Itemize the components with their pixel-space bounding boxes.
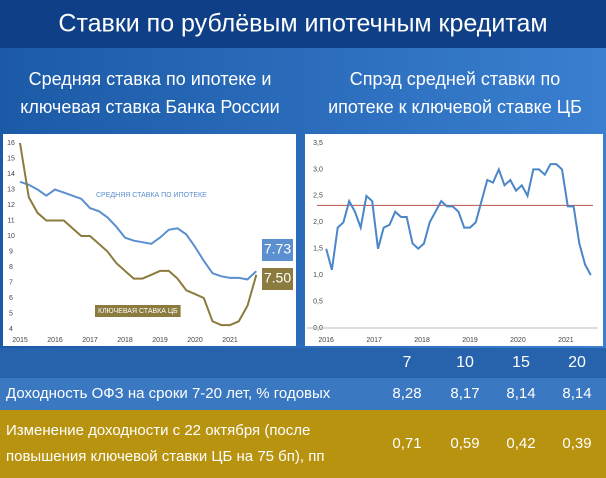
y-tick-label: 8	[9, 264, 13, 271]
page-title: Ставки по рублёвым ипотечным кредитам	[58, 10, 547, 38]
cell-value: 8,14	[562, 385, 591, 402]
y-tick-label: 14	[7, 171, 15, 178]
row-label: Изменение доходности с 22 октября (после	[6, 422, 310, 439]
series-label: КЛЮЧЕВАЯ СТАВКА ЦБ	[98, 308, 178, 315]
series-label-bg	[95, 305, 181, 317]
column-header: 20	[568, 354, 586, 371]
y-tick-label: 16	[7, 140, 15, 147]
panel-subtitle: Спрэд средней ставки по	[350, 69, 561, 89]
y-tick-label: 9	[9, 248, 13, 255]
x-tick-label: 2016	[47, 337, 63, 344]
title-band	[0, 0, 606, 48]
cell-value: 0,59	[450, 435, 479, 452]
cell-value: 0,42	[506, 435, 535, 452]
x-tick-label: 2017	[82, 337, 98, 344]
y-tick-label: 5	[9, 310, 13, 317]
y-tick-label: 6	[9, 295, 13, 302]
series-label: СРЕДНЯЯ СТАВКА ПО ИПОТЕКЕ	[96, 192, 207, 199]
value-badge-label: 7.73	[264, 241, 291, 257]
y-tick-label: 10	[7, 233, 15, 240]
value-badge	[262, 268, 293, 290]
y-tick-label: 15	[7, 155, 15, 162]
y-tick-label: 4	[9, 326, 13, 333]
column-header: 7	[403, 354, 412, 371]
x-tick-label: 2019	[462, 337, 478, 344]
table-row	[0, 410, 606, 478]
x-tick-label: 2020	[510, 337, 526, 344]
x-tick-label: 2015	[12, 337, 28, 344]
panel-subtitle: ипотеке к ключевой ставке ЦБ	[328, 97, 582, 117]
right-panel	[305, 134, 603, 346]
cell-value: 8,28	[392, 385, 421, 402]
table-header-row	[0, 348, 606, 378]
y-tick-label: 1,0	[313, 272, 323, 279]
x-tick-label: 2016	[318, 337, 334, 344]
x-tick-label: 2019	[152, 337, 168, 344]
y-tick-label: 3,5	[313, 140, 323, 147]
row-label: Доходность ОФЗ на сроки 7-20 лет, % годо…	[6, 385, 331, 402]
x-tick-label: 2021	[558, 337, 574, 344]
x-tick-label: 2021	[222, 337, 238, 344]
y-tick-label: 1,5	[313, 246, 323, 253]
row-label: повышения ключевой ставки ЦБ на 75 бп), …	[6, 448, 324, 465]
y-tick-label: 7	[9, 279, 13, 286]
cell-value: 0,39	[562, 435, 591, 452]
column-header: 15	[512, 354, 530, 371]
x-tick-label: 2020	[187, 337, 203, 344]
cell-value: 0,71	[392, 435, 421, 452]
y-tick-label: 11	[7, 217, 14, 224]
cell-value: 8,17	[450, 385, 479, 402]
table-row	[0, 378, 606, 410]
cell-value: 8,14	[506, 385, 535, 402]
series-line	[325, 163, 592, 276]
y-tick-label: 3,0	[313, 166, 323, 173]
panel-subtitle: Средняя ставка по ипотеке и	[29, 69, 272, 89]
x-tick-label: 2018	[414, 337, 430, 344]
value-badge-label: 7.50	[264, 270, 291, 286]
series-line	[19, 180, 257, 281]
x-tick-label: 2017	[366, 337, 382, 344]
x-tick-label: 2018	[117, 337, 133, 344]
column-header: 10	[456, 354, 474, 371]
panel-subtitle: ключевая ставка Банка России	[20, 97, 279, 117]
y-tick-label: 2,5	[313, 193, 323, 200]
series-line	[19, 142, 258, 327]
value-badge	[262, 239, 293, 261]
y-tick-label: 0,5	[313, 298, 323, 305]
y-tick-label: 2,0	[313, 219, 323, 226]
y-tick-label: 12	[7, 202, 15, 209]
y-tick-label: 13	[7, 186, 15, 193]
